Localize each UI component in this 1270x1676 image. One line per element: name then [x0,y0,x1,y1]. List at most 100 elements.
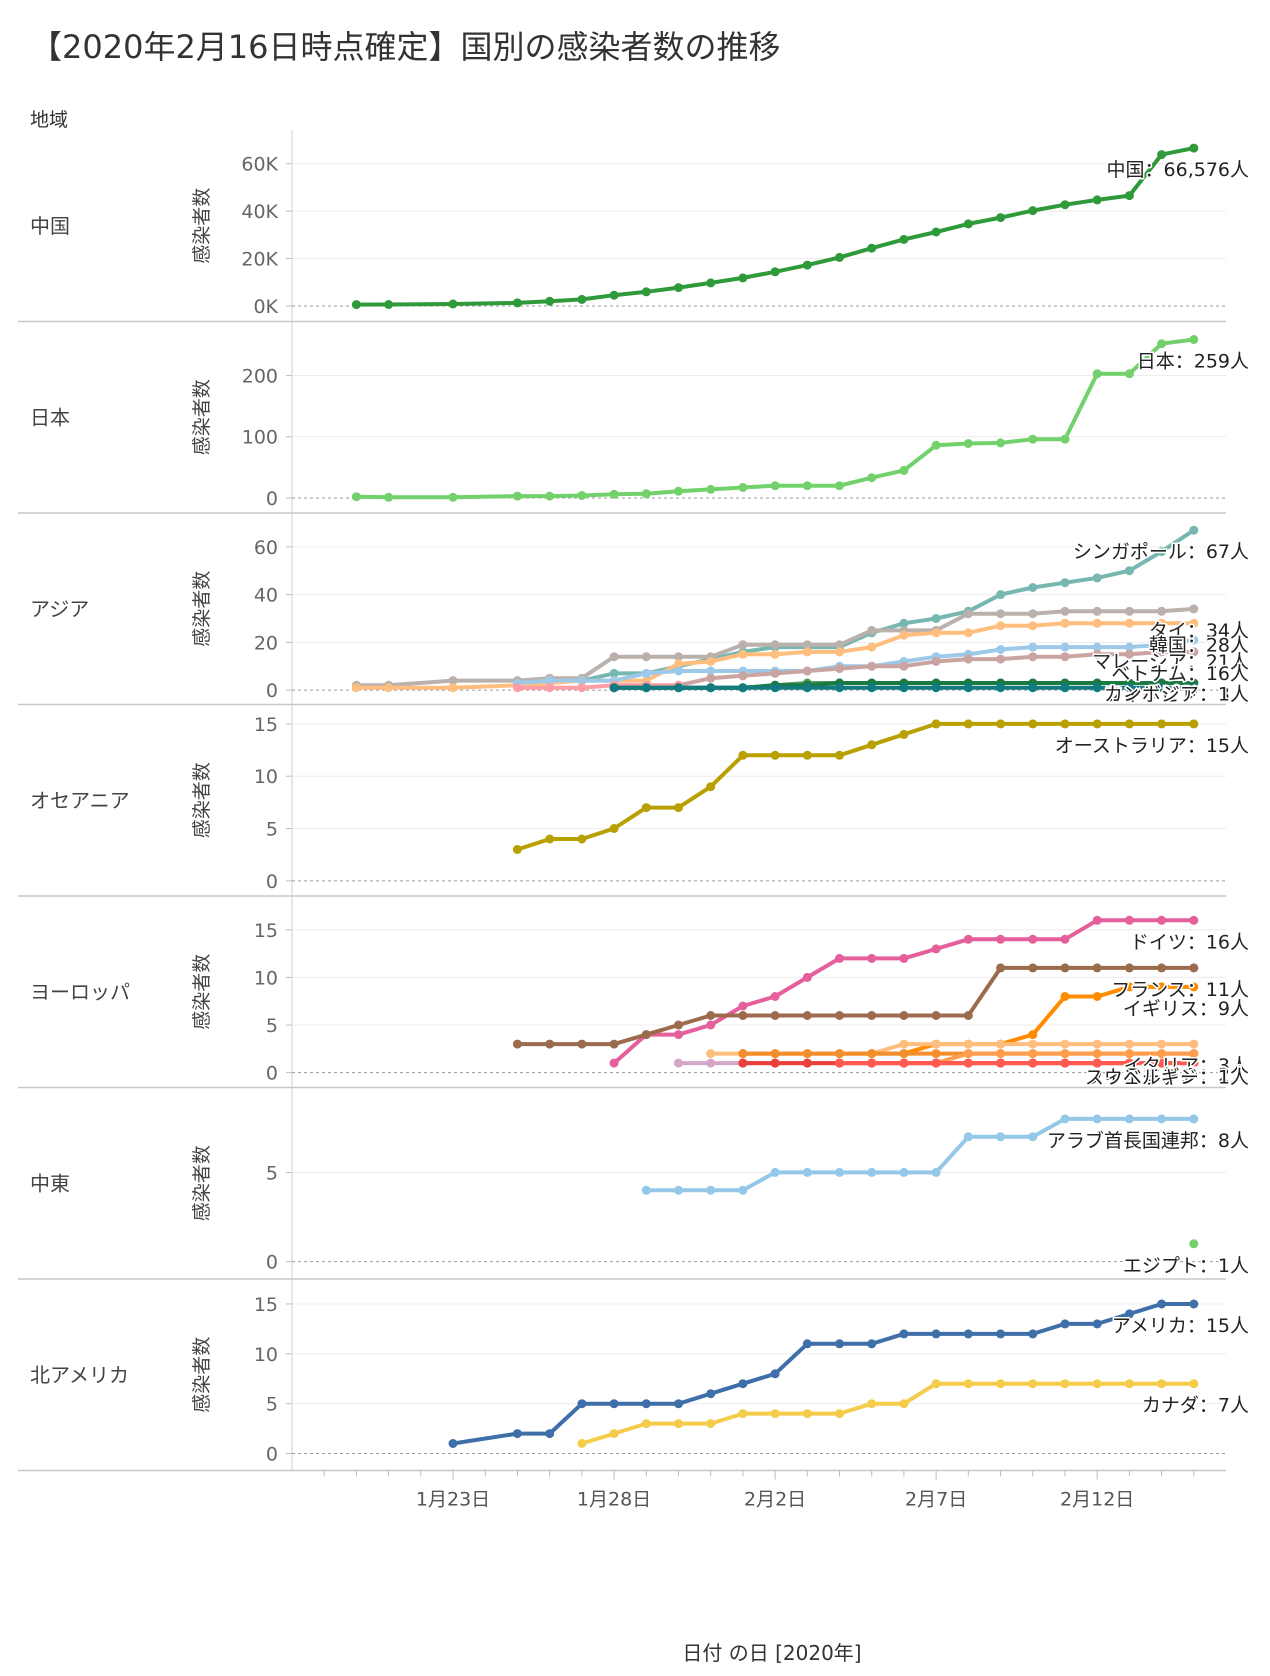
data-point [996,621,1006,631]
data-point [706,1049,716,1059]
data-point [1092,1049,1102,1059]
data-point [448,299,458,309]
data-point [1028,206,1038,216]
data-point [1060,200,1070,210]
data-point [963,628,973,638]
data-point [770,750,780,760]
data-point [738,273,748,283]
data-point [577,1439,587,1448]
series-end-label: ベトナム：16人 [1111,663,1249,685]
data-point [963,1058,973,1068]
data-point [1060,578,1070,588]
data-point [641,1030,651,1040]
data-point [738,640,748,650]
data-point [448,676,458,686]
data-point [1189,647,1199,657]
data-point [996,719,1006,729]
data-point [835,647,844,657]
data-point [996,438,1006,448]
data-point [512,1039,522,1049]
data-point [1189,1379,1199,1389]
data-point [1060,1379,1070,1389]
data-point [1157,1049,1167,1059]
panel-2: 日本 感染者数 0 100 200 日本：259人 [18,335,1251,514]
series-end-label: 中国：66,576人 [1107,159,1249,181]
data-point [931,1167,941,1177]
y-tick-label: 0 [266,871,278,893]
data-point [899,1039,909,1049]
data-point [835,683,844,693]
data-point [545,1429,555,1439]
data-point [1092,719,1102,729]
series-end-label: イタリア：3人 [1124,1055,1249,1077]
data-point [899,1167,909,1177]
data-point [996,213,1006,223]
series-end-label: フィンランド：1人 [1085,1067,1249,1089]
data-point [1189,963,1199,973]
data-point [899,465,909,475]
data-point [706,673,716,683]
data-point [674,683,683,693]
data-point [738,671,748,681]
data-point [770,668,780,678]
data-point [867,473,877,483]
data-point [545,676,555,686]
data-point [770,1058,780,1068]
data-point [963,609,973,619]
data-point [1028,652,1038,662]
data-point [448,683,458,693]
data-point [867,683,877,693]
data-point [931,1058,941,1068]
region-label: ヨーロッパ [30,980,130,1004]
data-point [1157,1379,1167,1389]
data-point [577,676,587,686]
data-point [641,489,651,499]
data-point [835,1049,844,1059]
data-point [1092,642,1102,652]
data-point [448,1439,458,1448]
data-point [1189,915,1199,925]
data-point [1028,719,1038,729]
y-tick-label: 200 [242,366,278,388]
data-point [609,489,619,499]
data-point [1060,1058,1070,1068]
y-tick-label: 5 [266,1394,278,1416]
data-point [899,618,909,628]
data-point [802,1167,812,1177]
x-tick-label: 2月7日 [905,1489,967,1511]
data-point [835,750,844,760]
data-point [609,1058,619,1068]
data-point [609,290,619,300]
data-point [674,486,683,496]
data-point [1189,525,1199,535]
series-end-label: エジプト：1人 [1123,1255,1249,1277]
series-end-label: カンボジア：1人 [1104,684,1249,706]
data-point [931,944,941,954]
data-point [1189,1299,1199,1309]
data-point [899,1399,909,1409]
data-point [899,1329,909,1339]
data-point [448,492,458,502]
data-point [1124,649,1134,659]
data-point [963,683,973,693]
region-label: オセアニア [30,788,130,812]
data-point [674,1399,683,1409]
x-tick-label: 1月23日 [416,1489,490,1511]
y-tick-label: 15 [254,920,278,942]
data-point [1124,1039,1134,1049]
data-point [770,992,780,1001]
data-point [931,1039,941,1049]
data-point [1157,547,1167,557]
y-tick-label: 10 [254,967,278,989]
x-tick-label: 2月2日 [744,1489,806,1511]
data-point [351,492,361,502]
data-point [674,283,683,293]
y-tick-label: 40K [241,201,278,223]
data-point [1060,1039,1070,1049]
data-point [706,1389,716,1399]
panel-5: ヨーロッパ 感染者数 0 5 10 15 ドイツ：16人フランス：11人イギリス：9人イタリ… [18,915,1251,1090]
data-point [1124,683,1134,693]
data-point [1028,434,1038,444]
data-point [1092,618,1102,628]
data-point [1028,1039,1038,1049]
